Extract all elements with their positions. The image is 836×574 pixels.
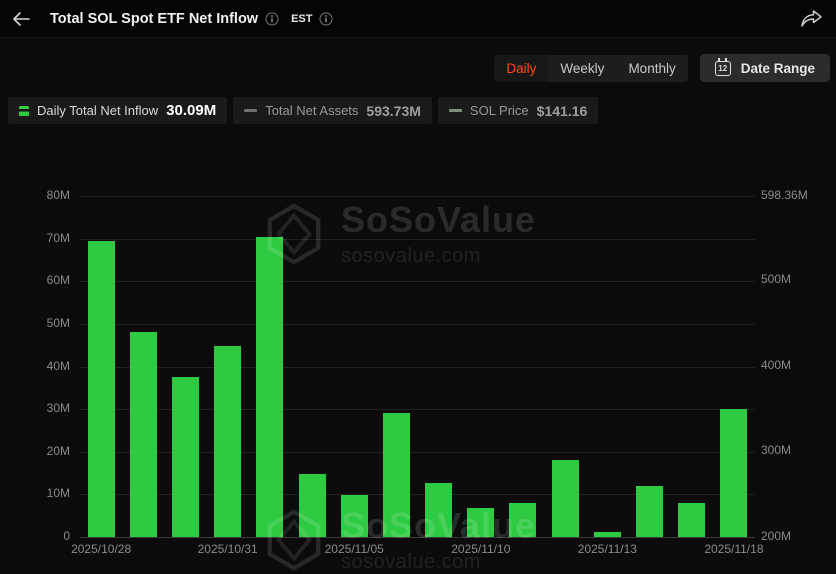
inflow-bar[interactable] xyxy=(340,495,368,537)
y-axis-label-right: 200M xyxy=(761,529,792,543)
tab-monthly[interactable]: Monthly xyxy=(628,60,676,76)
y-axis-label-left: 30M xyxy=(46,401,70,416)
inflow-bar[interactable] xyxy=(551,459,579,537)
y-axis-label-left: 0 xyxy=(63,529,70,543)
y-axis-label-right: 300M xyxy=(761,443,792,458)
watermark-text: SoSoValue sosovalue.com xyxy=(341,200,536,268)
y-axis-label-left: 20M xyxy=(46,443,70,458)
period-tab-group: Daily Weekly Monthly xyxy=(494,54,688,82)
legend-row: Daily Total Net Inflow 30.09M Total Net … xyxy=(0,97,836,124)
legend-label: Total Net Assets xyxy=(265,103,359,118)
y-axis-label-left: 10M xyxy=(46,486,70,501)
line-series-marker-icon xyxy=(448,109,462,112)
gridline xyxy=(80,196,755,197)
share-button[interactable] xyxy=(801,10,822,27)
legend-item-daily-net-inflow[interactable]: Daily Total Net Inflow 30.09M xyxy=(8,97,228,124)
inflow-bar[interactable] xyxy=(593,531,621,537)
inflow-bar[interactable] xyxy=(87,240,115,537)
inflow-bar[interactable] xyxy=(678,502,706,537)
tab-daily[interactable]: Daily xyxy=(494,54,549,82)
x-axis-label: 2025/11/18 xyxy=(704,542,764,556)
inflow-bar[interactable] xyxy=(214,346,242,537)
inflow-bar[interactable] xyxy=(425,482,453,537)
watermark-center: SoSoValue sosovalue.com xyxy=(263,200,536,268)
legend-item-sol-price[interactable]: SOL Price $141.16 xyxy=(437,97,599,124)
back-arrow-icon xyxy=(13,11,30,26)
inflow-bar[interactable] xyxy=(636,485,664,537)
back-button[interactable] xyxy=(12,11,30,26)
watermark-domain: sosovalue.com xyxy=(341,244,481,267)
gridline xyxy=(80,323,755,325)
legend-label: SOL Price xyxy=(469,103,529,118)
watermark-brand: SoSoValue xyxy=(341,199,537,240)
legend-value: 593.73M xyxy=(366,102,421,119)
inflow-bar[interactable] xyxy=(720,408,748,537)
y-axis-label-left: 40M xyxy=(46,358,70,373)
timezone-info-icon[interactable] xyxy=(319,12,333,26)
inflow-bar[interactable] xyxy=(129,331,157,537)
tab-weekly[interactable]: Weekly xyxy=(560,60,605,76)
inflow-bar[interactable] xyxy=(256,236,284,537)
x-axis-label: 2025/11/10 xyxy=(451,542,511,556)
x-axis-label: 2025/10/28 xyxy=(71,542,132,556)
x-axis-label: 2025/11/05 xyxy=(324,542,384,556)
y-axis-label-left: 60M xyxy=(46,273,70,288)
inflow-bar[interactable] xyxy=(171,377,199,537)
inflow-bar[interactable] xyxy=(382,412,410,537)
y-axis-label-left: 70M xyxy=(46,230,70,245)
legend-label: Daily Total Net Inflow xyxy=(37,103,159,118)
calendar-icon: 12 xyxy=(714,58,731,76)
gridline xyxy=(80,366,755,368)
bar-series-marker-icon xyxy=(19,105,29,116)
title-info-icon[interactable] xyxy=(265,12,279,26)
y-axis-label-right: 500M xyxy=(761,272,792,287)
x-axis-label: 2025/10/31 xyxy=(197,542,258,556)
gridline xyxy=(80,281,755,283)
date-range-label: Date Range xyxy=(740,60,815,76)
y-axis-label-right: 598.36M xyxy=(761,188,808,202)
y-axis-label-left: 80M xyxy=(46,188,70,202)
legend-value: $141.16 xyxy=(536,102,588,119)
date-range-button[interactable]: 12 Date Range xyxy=(699,54,830,82)
header-bar: Total SOL Spot ETF Net Inflow EST xyxy=(0,0,836,38)
watermark-domain: sosovalue.com xyxy=(341,550,481,573)
y-axis-label-left: 50M xyxy=(46,315,70,330)
legend-value: 30.09M xyxy=(166,102,217,119)
gridline xyxy=(80,238,755,240)
inflow-bar[interactable] xyxy=(509,502,537,537)
inflow-bar[interactable] xyxy=(298,473,326,537)
y-axis-label-right: 400M xyxy=(761,357,792,372)
x-axis-label: 2025/11/13 xyxy=(577,542,637,556)
legend-item-total-net-assets[interactable]: Total Net Assets 593.73M xyxy=(233,97,432,124)
calendar-day-number: 12 xyxy=(718,64,728,73)
chart-controls: Daily Weekly Monthly 12 Date Range xyxy=(0,54,836,82)
page-title: Total SOL Spot ETF Net Inflow xyxy=(50,10,259,27)
timezone-label: EST xyxy=(291,12,313,25)
line-series-marker-icon xyxy=(244,109,258,112)
inflow-bar[interactable] xyxy=(467,508,495,537)
chart-area: SoSoValue sosovalue.com SoSoValue sosova… xyxy=(46,188,808,573)
gridline xyxy=(80,537,755,538)
share-icon xyxy=(801,10,822,27)
